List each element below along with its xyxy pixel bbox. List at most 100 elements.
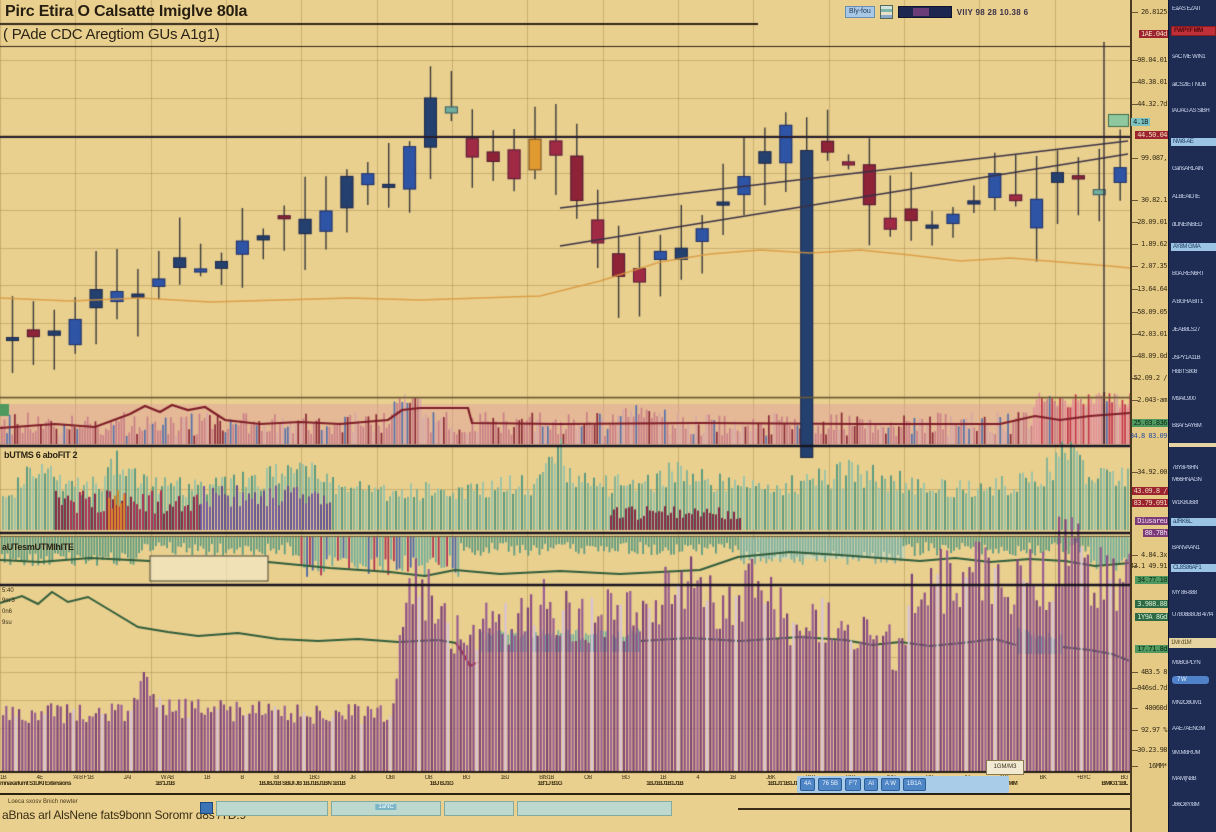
time-tick: 'AI B F'1B — [73, 775, 94, 781]
axis-tick — [1132, 766, 1138, 767]
time-tick: 1B'1J1B — [155, 781, 175, 787]
axis-tick — [1132, 289, 1138, 290]
chart-legend: Bly-fou VIIY 98 28 10.38 6 — [845, 4, 1130, 20]
price-axis-label: 1AE.04d — [1138, 30, 1169, 38]
time-tick: OB — [424, 775, 433, 781]
watchlist-row[interactable]: 78Y8P8HN — [1172, 465, 1199, 471]
time-tick: 4 — [696, 775, 700, 781]
watchlist-row[interactable]: EaAS EZAIT — [1172, 6, 1202, 12]
time-tick: OBI — [385, 775, 395, 781]
price-axis-label: 1.89.62 — [1140, 240, 1168, 248]
price-axis-label: 34.77.10 — [1135, 576, 1169, 584]
watchlist-row[interactable]: BANVAAN1 — [1172, 545, 1200, 551]
price-axis[interactable]: 26.8125 1AE.04d 98.04.01 48.38.01 44.32.7d 4.… — [1130, 0, 1170, 832]
watchlist-row[interactable]: sAC ME WIN1 — [1172, 54, 1206, 60]
watchlist-row[interactable]: MAM(N8B — [1172, 776, 1197, 782]
watchlist-row[interactable]: dLINEINBED — [1172, 222, 1203, 228]
scrollbar-segment[interactable] — [216, 800, 328, 816]
watchlist-row[interactable]: MN2O8UM1 — [1172, 700, 1202, 706]
toolbar-button[interactable]: A W — [880, 778, 900, 791]
watchlist-row[interactable]: ALBEAID IE — [1172, 194, 1200, 200]
time-tick: BK — [1039, 775, 1047, 781]
watchlist-row[interactable]: U7808B8UB 4/7f4 — [1172, 612, 1213, 618]
scrollbar-segment[interactable]: 1aNC — [331, 800, 441, 816]
price-axis-label: 2.043-am — [1137, 396, 1167, 404]
watchlist-row[interactable]: AY8M GMA — [1171, 243, 1216, 251]
watchlist-row[interactable]: 1Mr d1M — [1169, 638, 1216, 648]
axis-tick — [1132, 12, 1138, 13]
axis-tick — [1132, 472, 1138, 473]
time-tick: 1BJBJ1B SBIJI JB 1BJ1BJ1BN 1B1B — [258, 781, 346, 787]
price-axis-label: 28.09.01 — [1137, 218, 1167, 226]
watchlist-row[interactable]: JEAB8LS27 — [1172, 327, 1200, 333]
axis-tick — [1132, 708, 1138, 709]
axis-separator — [0, 793, 1130, 795]
price-axis-label: 2.07.35 — [1140, 262, 1168, 270]
legend-swatch — [897, 6, 952, 18]
toolbar-button[interactable]: F'7 — [845, 778, 862, 791]
watchlist-panel[interactable]: EaAS EZAIT FWPYF MM sAC ME WIN1 aiCS2IET NU… — [1168, 0, 1216, 832]
toolbar-button[interactable]: 1B1A — [902, 778, 926, 791]
watchlist-row[interactable]: W1K8UB8f — [1172, 500, 1198, 506]
chart-toolbar: 4A 76 5B F'7 AI A W 1B1A — [797, 776, 1009, 793]
toolbar-button[interactable]: 4A — [800, 778, 816, 791]
axis-tick — [1132, 334, 1138, 335]
watchlist-row[interactable]: 7 W — [1172, 676, 1209, 684]
watchlist-row[interactable]: M9A/L900 — [1172, 396, 1196, 402]
watchlist-row[interactable]: AAE7AENGM — [1172, 726, 1205, 732]
watchlist-row[interactable]: a.fRK6L. — [1171, 518, 1216, 526]
osc-label-2: 9m'3 — [2, 598, 15, 604]
time-tick: BI'B1B — [539, 775, 554, 781]
price-axis-label: 1Y9A 8Gd — [1135, 613, 1169, 621]
watchlist-row[interactable]: B8Ar 5AY6M — [1172, 423, 1202, 429]
time-tick: BG — [1120, 775, 1128, 781]
time-tick: 1BJ — [500, 775, 509, 781]
legend-chip[interactable]: Bly-fou — [845, 6, 875, 18]
axis-tick — [1132, 60, 1138, 61]
watchlist-row[interactable]: MY 86-888 — [1172, 590, 1197, 596]
watchlist-row[interactable]: H88 f S808 — [1172, 369, 1198, 375]
time-tick: 1B — [659, 775, 667, 781]
price-axis-label: 046sd.7d — [1137, 684, 1167, 692]
price-axis-label: 80.78h — [1142, 529, 1169, 537]
axis-tick — [1132, 356, 1138, 357]
scrollbar-handle[interactable] — [200, 802, 213, 814]
price-axis-label: Diusareu — [1135, 517, 1169, 525]
price-axis-label: 4.1B — [1131, 118, 1150, 126]
watchlist-row[interactable]: J86O8Y/8M — [1172, 802, 1200, 808]
scrollbar-segment[interactable] — [444, 800, 514, 816]
watchlist-row[interactable]: 9M.M8RUM — [1172, 750, 1201, 756]
time-tick: JBK — [765, 775, 776, 781]
watchlist-row[interactable]: GahsARLAIN — [1172, 166, 1204, 172]
page-title: Pirc Etira O Calsatte Imiglve 80Ia — [5, 3, 248, 20]
watchlist-row[interactable]: M66HNAGN — [1172, 477, 1202, 483]
price-axis-label: 43.09.8 / — [1131, 487, 1169, 495]
time-tick: 1B — [203, 775, 211, 781]
pane2-label: bUTMS 6 aboFIT 2 — [4, 450, 78, 460]
range-chip[interactable]: 1GM/M3 — [986, 760, 1024, 775]
watchlist-row[interactable]: aiCS2IET NUB — [1172, 82, 1206, 88]
toolbar-button[interactable]: 76 5B — [818, 778, 843, 791]
chart-canvas[interactable] — [0, 0, 1130, 775]
scrollbar-segment[interactable] — [517, 800, 672, 816]
watchlist-row[interactable]: B0A.REN6RT — [1172, 271, 1204, 277]
watchlist-row[interactable]: IAUAG AS SIBH — [1172, 108, 1210, 114]
axis-tick — [1132, 266, 1138, 267]
watchlist-row[interactable]: CL8S86AF1 — [1171, 564, 1216, 572]
time-tick: OB — [584, 775, 592, 781]
price-axis-label: 34.92.00 — [1137, 468, 1167, 476]
watchlist-row[interactable] — [1169, 443, 1216, 447]
watchlist-row[interactable]: A BGHA BIT1 — [1172, 299, 1203, 305]
watchlist-row[interactable]: NW8-AE — [1171, 138, 1216, 146]
horizontal-scrollbar[interactable]: 1aNC — [200, 800, 672, 816]
price-axis-label: 83.79.091 — [1131, 499, 1169, 507]
time-tick: +BYC — [1076, 775, 1091, 781]
toolbar-button[interactable]: AI — [864, 778, 878, 791]
watchlist-row[interactable]: M9BGPLYN — [1172, 660, 1201, 666]
watchlist-row[interactable]: JSPY1A11B — [1172, 355, 1201, 361]
watchlist-row[interactable]: FWPYF MM — [1171, 26, 1216, 36]
time-tick: BG — [622, 775, 630, 781]
scrollbar-label: 1aNC — [375, 803, 397, 810]
axis-tick — [1132, 158, 1138, 159]
